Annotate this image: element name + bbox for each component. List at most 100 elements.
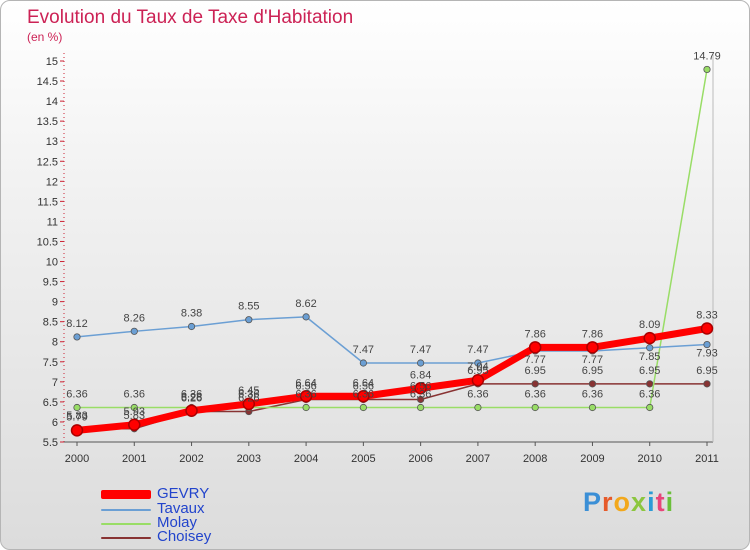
data-label-molay: 6.36 [582, 389, 603, 401]
x-tick-label: 2002 [179, 453, 203, 465]
y-tick-label: 7 [52, 377, 58, 389]
data-label-choisey: 6.95 [467, 365, 488, 377]
data-point-gevry [242, 397, 256, 411]
legend-swatch-molay [101, 523, 151, 525]
data-label-choisey: 5.83 [66, 410, 87, 422]
data-point-gevry [471, 373, 485, 387]
data-label-gevry: 6.28 [181, 392, 202, 404]
data-point-tavaux [130, 327, 138, 335]
data-label-choisey: 6.95 [696, 365, 717, 377]
y-tick-label: 14.5 [37, 76, 58, 88]
data-point-molay [588, 403, 597, 412]
data-point-tavaux [703, 340, 711, 349]
logo-letter: i [647, 487, 656, 517]
data-label-choisey: 6.95 [524, 365, 545, 377]
data-label-gevry: 7.04 [467, 361, 488, 373]
data-point-tavaux [302, 313, 310, 321]
y-tick-label: 12.5 [37, 156, 58, 168]
data-label-molay: 6.36 [181, 389, 202, 401]
data-point-molay [73, 403, 81, 412]
data-point-molay [703, 65, 711, 74]
data-point-choisey [703, 380, 711, 388]
data-label-gevry: 8.33 [696, 310, 717, 322]
x-tick-label: 2003 [237, 453, 261, 465]
data-label-choisey: 6.56 [410, 380, 431, 392]
legend-swatch-gevry [101, 490, 151, 499]
data-label-tavaux: 7.47 [467, 344, 488, 356]
y-tick-label: 15 [46, 56, 58, 68]
data-point-gevry [299, 390, 313, 403]
data-label-molay: 6.36 [66, 389, 87, 401]
data-point-gevry [357, 390, 370, 403]
data-point-gevry [128, 418, 141, 432]
series-line-molay [76, 68, 708, 409]
data-point-tavaux [359, 359, 367, 367]
y-tick-label: 10.5 [37, 236, 58, 248]
data-label-tavaux: 8.62 [295, 298, 316, 310]
data-label-tavaux: 8.55 [238, 301, 259, 313]
chart-series [70, 65, 714, 437]
data-point-molay [417, 403, 425, 412]
data-label-gevry: 5.93 [124, 406, 145, 418]
legend-label-molay: Molay [157, 514, 198, 531]
y-tick-label: 12 [46, 176, 58, 188]
data-point-molay [359, 403, 367, 412]
data-label-gevry: 6.45 [238, 385, 259, 397]
data-label-molay: 6.36 [639, 389, 660, 401]
legend-label-gevry: GEVRY [157, 485, 210, 502]
data-label-tavaux: 7.47 [410, 344, 431, 356]
chart-axes: 5.5 6 6.5 7 7.5 8 8.5 9 9.5 10 10.5 11 11.5 12 12.5 13 1… [37, 53, 719, 465]
data-label-molay: 6.36 [524, 389, 545, 401]
data-point-gevry [528, 341, 542, 354]
data-label-choisey: 6.56 [295, 380, 316, 392]
y-tick-label: 13 [46, 136, 58, 148]
x-tick-label: 2010 [637, 453, 661, 465]
data-label-gevry: 5.79 [66, 411, 87, 423]
x-tick-label: 2011 [695, 453, 719, 465]
legend-label-choisey: Choisey [157, 528, 212, 545]
data-point-choisey [531, 380, 539, 388]
series-line-tavaux [76, 316, 708, 364]
y-tick-label: 6 [52, 417, 58, 429]
y-tick-label: 14 [46, 96, 58, 108]
data-point-gevry [70, 424, 84, 437]
x-tick-label: 2008 [523, 453, 547, 465]
proxiti-logo: Proxiti [583, 487, 674, 518]
data-point-choisey [646, 380, 654, 388]
legend-label-tavaux: Tavaux [157, 500, 205, 517]
x-tick-label: 2004 [294, 453, 318, 465]
data-label-choisey: 6.95 [582, 365, 603, 377]
data-point-molay [646, 403, 654, 412]
data-label-tavaux: 8.26 [124, 312, 145, 324]
data-label-tavaux: 7.77 [582, 354, 603, 366]
data-label-tavaux: 7.47 [353, 344, 374, 356]
data-label-gevry: 7.86 [582, 328, 603, 340]
data-point-gevry [185, 404, 198, 417]
series-line-gevry [73, 325, 711, 434]
data-point-gevry [643, 331, 656, 345]
data-label-choisey: 6.56 [353, 380, 374, 392]
x-tick-label: 2001 [122, 453, 146, 465]
y-tick-label: 11 [47, 216, 58, 228]
data-point-tavaux [474, 359, 482, 367]
data-label-tavaux: 8.12 [66, 318, 87, 330]
data-label-tavaux: 7.77 [524, 354, 545, 366]
data-point-molay [531, 403, 539, 412]
data-point-molay [474, 403, 482, 412]
logo-letter: x [631, 487, 648, 517]
legend-swatch-choisey [101, 537, 151, 539]
data-label-choisey: 6.26 [181, 393, 202, 405]
data-label-gevry: 6.84 [410, 369, 431, 381]
data-point-gevry [414, 382, 427, 395]
x-tick-label: 2006 [408, 453, 432, 465]
legend-swatch-tavaux [101, 509, 151, 511]
data-point-tavaux [417, 359, 425, 367]
data-point-choisey [417, 395, 425, 404]
logo-letter: t [655, 487, 666, 517]
x-tick-label: 2009 [580, 453, 604, 465]
data-label-molay: 6.36 [124, 389, 145, 401]
y-tick-label: 5.5 [43, 437, 58, 449]
data-label-molay: 6.36 [353, 389, 374, 401]
